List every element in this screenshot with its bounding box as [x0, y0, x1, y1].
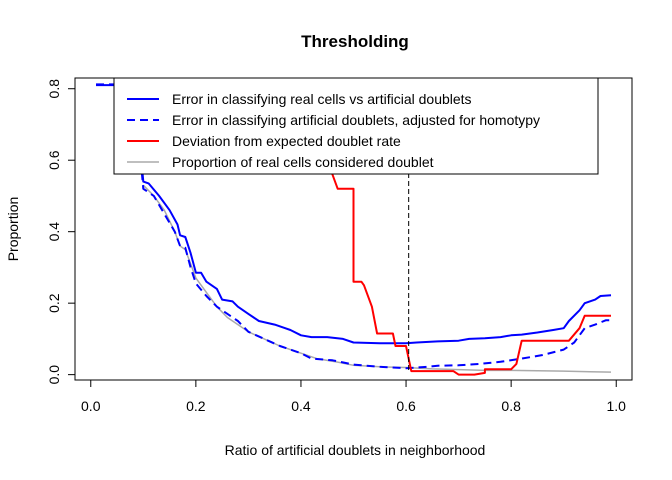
legend-label-2: Error in classifying artificial doublets… [172, 112, 540, 128]
legend-label-1: Error in classifying real cells vs artif… [172, 91, 472, 107]
y-tick-label: 0.6 [46, 150, 62, 170]
y-tick-label: 0.0 [46, 365, 62, 385]
legend-box [113, 77, 599, 175]
series-line-2 [96, 83, 611, 370]
x-tick-label: 0.6 [396, 398, 416, 414]
x-tick-label: 0.0 [81, 398, 101, 414]
x-tick-label: 0.4 [291, 398, 311, 414]
y-tick-label: 0.2 [46, 293, 62, 313]
y-axis: 0.0 0.2 0.4 0.6 0.8 [46, 79, 76, 385]
chart-title: Thresholding [301, 32, 409, 51]
x-axis: 0.0 0.2 0.4 0.6 0.8 1.0 [81, 379, 627, 414]
y-tick-label: 0.4 [46, 222, 62, 242]
x-axis-title: Ratio of artificial doublets in neighbor… [225, 442, 486, 458]
y-axis-title: Proportion [5, 197, 21, 262]
series-line-3 [326, 159, 611, 376]
x-tick-label: 1.0 [607, 398, 627, 414]
series-line-1 [96, 84, 612, 345]
legend-label-4: Proportion of real cells considered doub… [172, 154, 434, 170]
x-tick-label: 0.8 [501, 398, 521, 414]
series-layer [96, 83, 612, 376]
legend: Error in classifying real cells vs artif… [113, 77, 599, 175]
y-tick-label: 0.8 [46, 79, 62, 99]
legend-label-3: Deviation from expected doublet rate [172, 133, 401, 149]
x-tick-label: 0.2 [186, 398, 206, 414]
